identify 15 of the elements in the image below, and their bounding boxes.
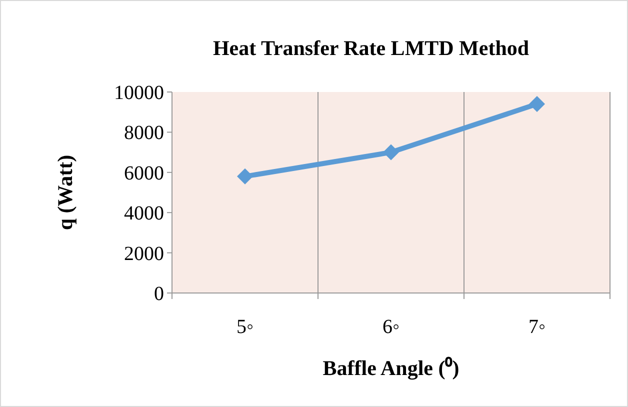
- y-tick-label: 0: [154, 283, 164, 305]
- y-axis-title: q (Watt): [53, 154, 77, 230]
- point: [237, 168, 253, 184]
- chart-title: Heat Transfer Rate LMTD Method: [212, 36, 530, 60]
- x-tick-label: 6◦: [382, 316, 400, 338]
- x-tick-label: 5◦: [236, 316, 254, 338]
- y-tick-label: 6000: [124, 162, 164, 184]
- point: [529, 96, 545, 112]
- y-tick-label: 2000: [124, 242, 164, 265]
- y-tick-label: 10000: [114, 82, 164, 104]
- x-axis-title: Baffle Angle (⁰): [322, 356, 460, 380]
- y-tick-label: 4000: [124, 202, 164, 225]
- point: [383, 144, 399, 160]
- y-tick-label: 8000: [124, 122, 164, 144]
- x-tick-label: 7◦: [528, 316, 546, 338]
